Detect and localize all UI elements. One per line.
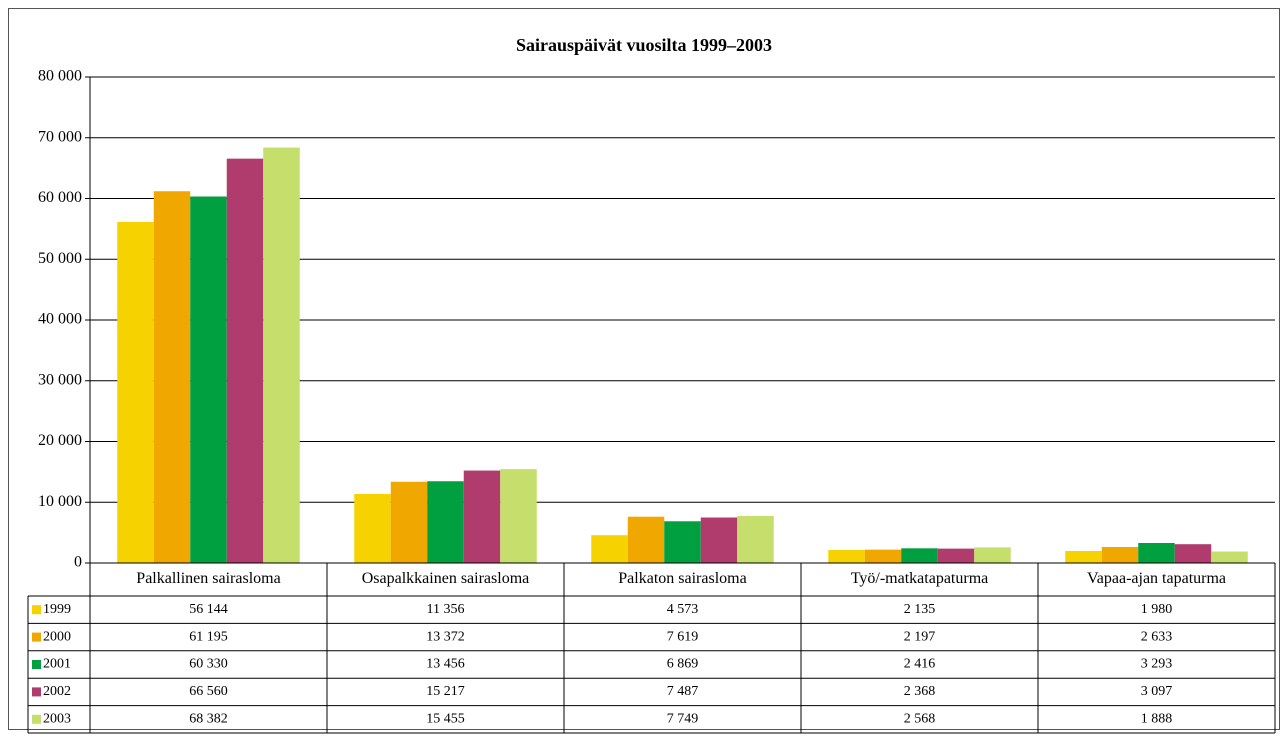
legend-label: 1999 — [43, 602, 71, 617]
legend-swatch — [32, 632, 41, 642]
category-label: Työ/-matkatapaturma — [851, 570, 989, 587]
bar — [226, 158, 264, 563]
table-cell: 3 293 — [1141, 657, 1173, 672]
bar — [427, 481, 464, 563]
y-tick-label: 0 — [74, 554, 82, 571]
table-cell: 1 980 — [1141, 602, 1173, 617]
legend-swatch — [32, 714, 41, 724]
table-cell: 7 749 — [667, 712, 699, 727]
y-tick-label: 30 000 — [38, 371, 82, 388]
y-tick-label: 80 000 — [38, 68, 82, 85]
table-cell: 2 416 — [904, 657, 936, 672]
table-cell: 11 356 — [427, 602, 465, 617]
bar — [864, 549, 902, 563]
bar — [828, 550, 865, 563]
bar — [937, 548, 975, 563]
bar — [627, 516, 665, 563]
category-label: Vapaa-ajan tapaturma — [1087, 570, 1226, 587]
chart-title: Sairauspäivät vuosilta 1999–2003 — [516, 35, 772, 55]
legend-swatch — [32, 660, 41, 669]
legend-swatch — [32, 687, 41, 697]
bar — [500, 469, 537, 563]
table-cell: 66 560 — [189, 684, 228, 699]
legend-label: 2002 — [43, 684, 71, 699]
bar — [1065, 550, 1102, 563]
bar — [354, 494, 391, 563]
table-cell: 4 573 — [667, 602, 699, 617]
bar — [117, 221, 154, 563]
bar — [591, 535, 628, 563]
table-cell: 1 888 — [1141, 712, 1173, 727]
table-cell: 7 619 — [667, 629, 699, 644]
bar — [153, 191, 191, 564]
table-cell: 2 568 — [904, 712, 936, 727]
bar — [463, 470, 501, 563]
y-tick-label: 70 000 — [38, 128, 82, 145]
bar — [700, 517, 738, 563]
legend-label: 2001 — [43, 657, 71, 672]
bar — [901, 548, 938, 563]
bar — [737, 515, 774, 563]
table-cell: 3 097 — [1141, 684, 1173, 699]
table-cell: 15 217 — [426, 684, 465, 699]
category-label: Palkallinen sairasloma — [136, 570, 280, 587]
table-cell: 13 372 — [426, 629, 465, 644]
bar — [190, 196, 227, 564]
bar — [1211, 551, 1248, 563]
y-tick-label: 20 000 — [38, 432, 82, 449]
legend-label: 2000 — [43, 629, 71, 644]
y-tick-label: 10 000 — [38, 493, 82, 510]
y-tick-label: 40 000 — [38, 311, 82, 328]
table-cell: 2 633 — [1141, 629, 1173, 644]
legend-swatch — [32, 605, 41, 615]
y-tick-label: 50 000 — [38, 250, 82, 267]
bar — [974, 547, 1011, 563]
bar — [390, 481, 428, 563]
table-cell: 2 368 — [904, 684, 936, 699]
bar — [1138, 542, 1175, 563]
table-cell: 7 487 — [667, 684, 699, 699]
bar — [263, 147, 300, 563]
bar — [1101, 547, 1139, 563]
bar — [664, 521, 701, 563]
table-cell: 61 195 — [189, 629, 228, 644]
table-cell: 56 144 — [189, 602, 228, 617]
table-cell: 6 869 — [667, 657, 699, 672]
category-label: Palkaton sairasloma — [618, 570, 746, 587]
table-cell: 15 455 — [426, 712, 465, 727]
table-cell: 2 197 — [904, 629, 936, 644]
legend-label: 2003 — [43, 712, 71, 727]
table-cell: 2 135 — [904, 602, 936, 617]
bar — [1174, 544, 1212, 563]
table-cell: 60 330 — [189, 657, 228, 672]
table-cell: 68 382 — [189, 712, 228, 727]
category-label: Osapalkkainen sairasloma — [362, 570, 530, 587]
table-cell: 13 456 — [426, 657, 465, 672]
y-tick-label: 60 000 — [38, 189, 82, 206]
